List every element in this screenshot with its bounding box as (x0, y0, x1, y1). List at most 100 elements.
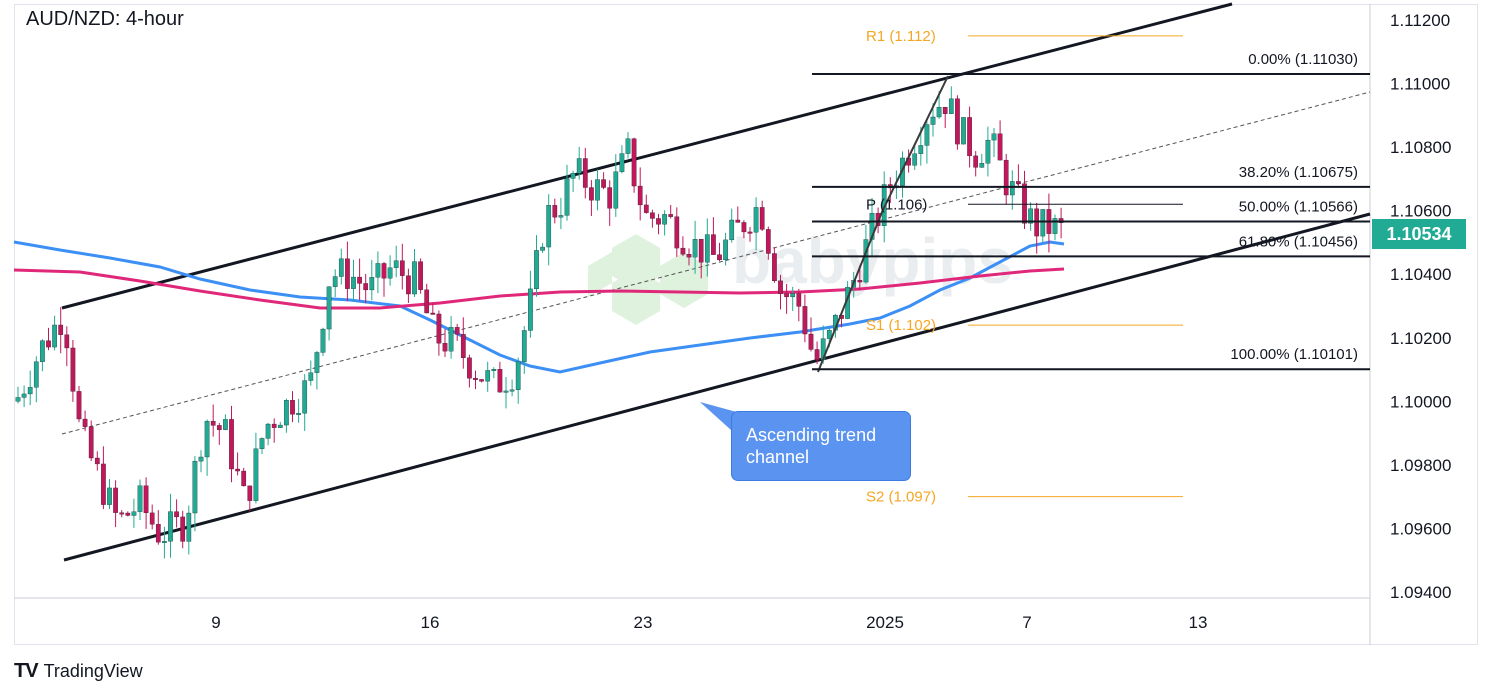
candle-body (704, 234, 710, 263)
y-tick-label: 1.09400 (1390, 583, 1451, 602)
candle-body (88, 426, 94, 459)
candle-body (314, 352, 320, 373)
candle-body (186, 512, 192, 542)
candle-body (174, 511, 179, 518)
y-tick-label: 1.11000 (1390, 75, 1450, 94)
candle-body (430, 312, 436, 315)
candle-body (375, 263, 381, 278)
candle-body (625, 138, 631, 154)
candle-body (357, 276, 362, 284)
candle-body (265, 423, 271, 439)
candle-body (247, 485, 253, 501)
y-tick-label: 1.09800 (1390, 456, 1451, 475)
candle-body (723, 239, 728, 261)
candle-body (546, 205, 552, 248)
candle-body (198, 456, 204, 462)
candle-body (985, 139, 991, 164)
candle-body (479, 379, 484, 382)
candle-body (582, 158, 588, 188)
candle-body (826, 330, 832, 339)
channel-upper-line[interactable] (61, 2, 1233, 310)
y-tick-label: 1.10600 (1390, 202, 1451, 221)
candle-body (491, 369, 497, 371)
fibonacci-levels[interactable]: 0.00% (1.11030) 38.20% (1.10675) 50.00% (1… (812, 51, 1370, 371)
candle-body (656, 218, 661, 225)
candle-body (369, 277, 375, 291)
channel-midline (61, 91, 1371, 435)
annotation-callout: Ascending trend channel (731, 411, 911, 481)
candle-body (778, 280, 783, 294)
channel-lower-line[interactable] (63, 212, 1371, 562)
time-axis[interactable]: 9 16 23 2025 7 13 (211, 613, 1207, 632)
candle-body (241, 470, 247, 487)
current-price-badge: 1.10534 (1372, 219, 1466, 249)
candle-body (1052, 218, 1058, 234)
candle-body (942, 106, 948, 114)
candle-body (765, 229, 771, 254)
candle-body (381, 263, 387, 279)
candle-body (747, 231, 753, 234)
candle-body (558, 215, 564, 218)
candle-body (735, 219, 741, 223)
candle-body (991, 133, 997, 141)
price-axis[interactable]: 1.11200 1.11000 1.10800 1.10600 1.10400 1.102… (1390, 11, 1451, 602)
candle-body (967, 117, 972, 157)
candle-body (857, 280, 863, 283)
pivot-label: S2 (1.097) (866, 489, 936, 506)
chart-frame (14, 4, 1478, 645)
candle-body (784, 293, 789, 298)
candle-body (564, 178, 570, 216)
candle-body (711, 234, 716, 255)
pivot-label: P (1.106) (866, 196, 927, 213)
candle-body (589, 187, 594, 201)
y-tick-label: 1.10200 (1390, 329, 1451, 348)
candle-body (948, 98, 954, 114)
candle-body (131, 511, 137, 516)
candle-body (955, 98, 960, 145)
candle-body (290, 400, 295, 415)
tradingview-logo-icon: TV (14, 660, 39, 682)
y-tick-label: 1.10000 (1390, 392, 1451, 411)
candle-body (918, 145, 924, 154)
y-tick-label: 1.11200 (1390, 11, 1450, 30)
x-tick-label: 2025 (866, 613, 904, 632)
candle-body (149, 512, 155, 525)
candle-body (155, 524, 161, 543)
candle-body (741, 222, 747, 233)
candle-body (619, 153, 625, 172)
candle-body (351, 276, 356, 289)
candle-body (729, 219, 735, 241)
candle-body (674, 216, 680, 249)
candle-body (345, 258, 350, 289)
candle-body (70, 347, 76, 392)
candle-body (326, 286, 332, 330)
y-tick-label: 1.10800 (1390, 138, 1451, 157)
candle-body (650, 212, 655, 219)
fib-level-label: 38.20% (1.10675) (1239, 164, 1358, 181)
footer-brand[interactable]: TV TradingView (14, 660, 143, 683)
candle-body (698, 239, 704, 263)
candle-body (387, 267, 393, 279)
candle-body (680, 247, 686, 255)
candle-body (979, 163, 985, 168)
candle-body (448, 327, 454, 352)
candle-body (436, 313, 442, 344)
candle-body (515, 361, 521, 390)
fib-level-label: 100.00% (1.10101) (1230, 346, 1358, 363)
candle-body (162, 541, 167, 543)
candle-body (973, 155, 979, 168)
candle-body (46, 340, 51, 348)
candle-body (814, 349, 820, 360)
candle-body (503, 390, 509, 393)
candle-body (223, 419, 228, 430)
candle-body (863, 239, 869, 283)
candle-body (576, 158, 582, 174)
candle-body (82, 418, 88, 427)
candle-body (235, 468, 240, 472)
pivot-levels[interactable]: R1 (1.112) P (1.106) S1 (1.102) S2 (1.097) (866, 28, 1183, 506)
candle-body (1028, 208, 1033, 224)
candle-body (119, 512, 125, 515)
candle-body (637, 185, 643, 206)
candle-body (802, 306, 808, 335)
